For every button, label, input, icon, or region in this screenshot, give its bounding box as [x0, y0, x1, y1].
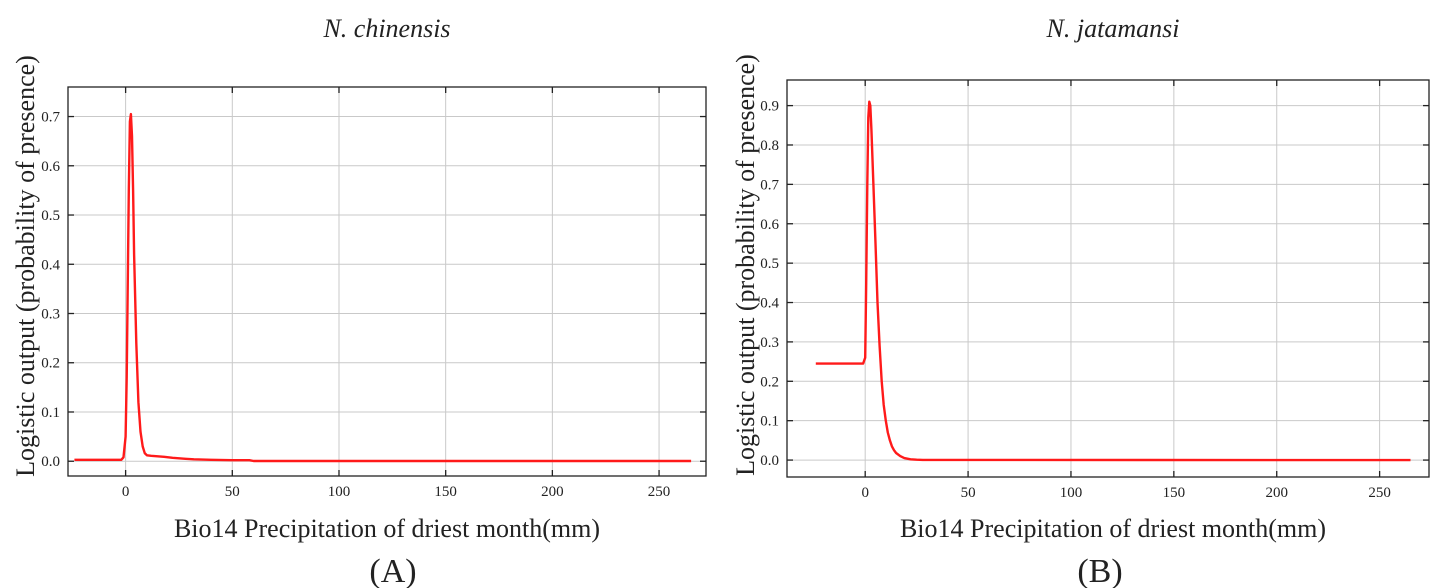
panel-a-x-tick-label: 0 — [122, 484, 130, 500]
panel-a-y-tick-label: 0.4 — [41, 257, 60, 273]
panel-a-y-axis-label: Logistic output (probability of presence… — [11, 55, 40, 477]
panel-b-x-axis-label: Bio14 Precipitation of driest month(mm) — [900, 514, 1326, 543]
panel-b-x-tick-label: 50 — [961, 485, 976, 501]
panel-b-x-tick-label: 100 — [1060, 485, 1083, 501]
panel-b-plot-frame — [786, 79, 1430, 478]
panel-b-response-curve — [815, 100, 1411, 462]
panel-a-x-tick-label: 250 — [648, 484, 671, 500]
panel-a-x-tick-label: 50 — [225, 484, 240, 500]
panel-a-plot-frame — [67, 86, 707, 477]
panel-b-y-tick-label: 0.6 — [760, 217, 779, 233]
panel-b-series — [815, 100, 1411, 462]
panel-b-label: (B) — [1077, 553, 1122, 588]
panel-a: N. chinensis 0 50 100 150 200 250 0.0 0.1 0.2 0.3… — [11, 14, 707, 588]
panel-b-grid — [787, 80, 1429, 477]
panel-a-y-tick-label: 0.1 — [41, 405, 60, 421]
panel-b: N. jatamansi 0 50 100 150 200 250 0.0 0.1 0.2 0.3… — [731, 14, 1430, 588]
panel-a-grid — [68, 87, 706, 476]
panel-a-y-tick-label: 0.3 — [41, 307, 60, 323]
panel-a-response-curve — [74, 112, 692, 463]
panel-b-y-tick-label: 0.1 — [760, 414, 779, 430]
panel-b-y-tick-label: 0.9 — [760, 99, 779, 115]
panel-b-ticks: 0 50 100 150 200 250 0.0 0.1 0.2 0.3 0.4 0.5 0.6 0.7 0… — [760, 80, 1429, 501]
panel-a-x-tick-label: 150 — [434, 484, 457, 500]
panel-b-y-axis-label: Logistic output (probability of presence… — [731, 54, 760, 476]
panel-b-title: N. jatamansi — [1046, 14, 1180, 43]
panel-a-x-tick-label: 100 — [328, 484, 351, 500]
panel-a-y-tick-label: 0.0 — [41, 454, 60, 470]
panel-b-y-tick-label: 0.4 — [760, 296, 779, 312]
panel-b-x-tick-label: 200 — [1265, 485, 1288, 501]
panel-a-x-tick-label: 200 — [541, 484, 564, 500]
panel-b-y-tick-label: 0.7 — [760, 177, 779, 193]
panel-b-y-tick-label: 0.0 — [760, 453, 779, 469]
panel-a-y-tick-label: 0.6 — [41, 159, 60, 175]
panel-b-y-tick-label: 0.2 — [760, 374, 779, 390]
panel-b-y-tick-label: 0.8 — [760, 138, 779, 154]
panel-b-y-tick-label: 0.5 — [760, 256, 779, 272]
panel-a-y-tick-label: 0.2 — [41, 356, 60, 372]
panel-a-x-axis-label: Bio14 Precipitation of driest month(mm) — [174, 514, 600, 543]
panel-b-x-tick-label: 150 — [1163, 485, 1186, 501]
panel-a-title: N. chinensis — [322, 14, 450, 43]
panel-b-x-tick-label: 250 — [1368, 485, 1391, 501]
panel-a-series — [74, 112, 692, 463]
panel-a-label: (A) — [369, 553, 416, 588]
panel-b-y-tick-label: 0.3 — [760, 335, 779, 351]
panel-b-x-tick-label: 0 — [861, 485, 869, 501]
panel-a-y-tick-label: 0.5 — [41, 208, 60, 224]
panel-a-y-tick-label: 0.7 — [41, 110, 60, 126]
panel-a-ticks: 0 50 100 150 200 250 0.0 0.1 0.2 0.3 0.4 0.5 0.6 0.7 — [41, 87, 706, 500]
